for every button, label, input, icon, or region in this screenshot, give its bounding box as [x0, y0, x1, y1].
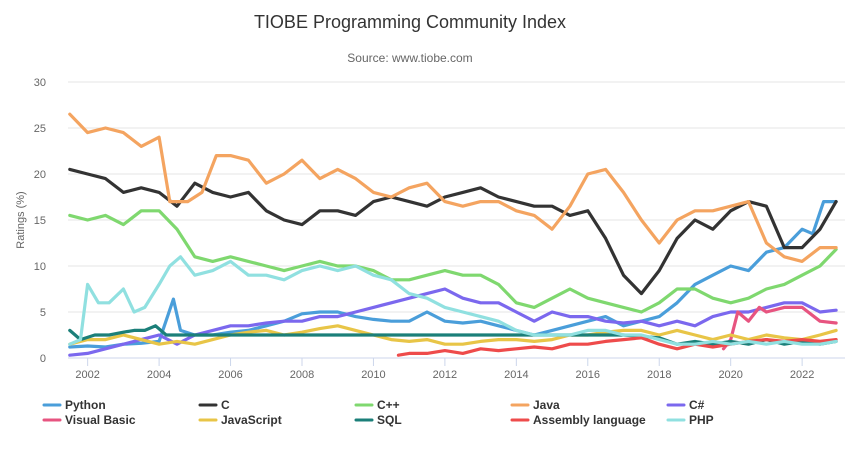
- legend-item-javascript[interactable]: JavaScript: [198, 413, 282, 427]
- legend-item-python[interactable]: Python: [42, 398, 106, 412]
- x-tick-label: 2018: [647, 369, 671, 381]
- legend-label: JavaScript: [221, 413, 282, 427]
- chart-subtitle: Source: www.tiobe.com: [347, 51, 472, 65]
- y-tick-label: 30: [34, 77, 46, 89]
- y-tick-label: 5: [40, 307, 46, 319]
- x-tick-label: 2022: [790, 369, 814, 381]
- x-tick-label: 2012: [433, 369, 457, 381]
- x-tick-label: 2016: [576, 369, 600, 381]
- legend-label: Java: [533, 398, 560, 412]
- series-line-java[interactable]: [68, 112, 838, 263]
- legend-item-c-[interactable]: C++: [354, 398, 400, 412]
- y-tick-label: 0: [40, 353, 46, 365]
- ticks-layer: 0 5 10 15 20 25 30 2002 2004 2006 2008 2010 2012 2014…: [34, 77, 845, 381]
- legend-item-visual-basic[interactable]: Visual Basic: [42, 413, 136, 427]
- legend-label: C#: [689, 398, 705, 412]
- grid-layer: [68, 81, 845, 359]
- y-tick-label: 20: [34, 169, 46, 181]
- chart-title: TIOBE Programming Community Index: [254, 12, 566, 32]
- legend-item-php[interactable]: PHP: [666, 413, 714, 427]
- y-tick-label: 15: [34, 215, 46, 227]
- series-line-visual-basic[interactable]: [721, 305, 838, 351]
- legend-label: C++: [377, 398, 400, 412]
- legend-label: Visual Basic: [65, 413, 136, 427]
- series-line-php[interactable]: [68, 255, 838, 346]
- series-layer: [68, 112, 838, 357]
- x-tick-label: 2004: [147, 369, 171, 381]
- legend-label: Python: [65, 398, 106, 412]
- x-tick-label: 2006: [218, 369, 242, 381]
- y-axis-title: Ratings (%): [15, 191, 27, 248]
- legend-label: C: [221, 398, 230, 412]
- series-line-c-[interactable]: [68, 209, 838, 314]
- y-tick-label: 25: [34, 123, 46, 135]
- y-tick-label: 10: [34, 261, 46, 273]
- series-line-javascript[interactable]: [68, 324, 838, 346]
- x-tick-label: 2020: [718, 369, 742, 381]
- series-line-c[interactable]: [68, 167, 838, 296]
- legend[interactable]: Python C C++ Java C# Visual Basic JavaScript SQ…: [42, 398, 714, 427]
- legend-item-sql[interactable]: SQL: [354, 413, 402, 427]
- series-line-python[interactable]: [68, 200, 838, 349]
- x-tick-label: 2008: [290, 369, 314, 381]
- legend-item-c[interactable]: C: [198, 398, 230, 412]
- legend-label: PHP: [689, 413, 714, 427]
- legend-item-assembly-language[interactable]: Assembly language: [510, 413, 646, 427]
- legend-label: Assembly language: [533, 413, 646, 427]
- x-tick-label: 2014: [504, 369, 528, 381]
- x-tick-label: 2010: [361, 369, 385, 381]
- legend-item-c-[interactable]: C#: [666, 398, 705, 412]
- legend-item-java[interactable]: Java: [510, 398, 560, 412]
- legend-label: SQL: [377, 413, 402, 427]
- x-tick-label: 2002: [75, 369, 99, 381]
- series-line-assembly-language[interactable]: [396, 336, 838, 357]
